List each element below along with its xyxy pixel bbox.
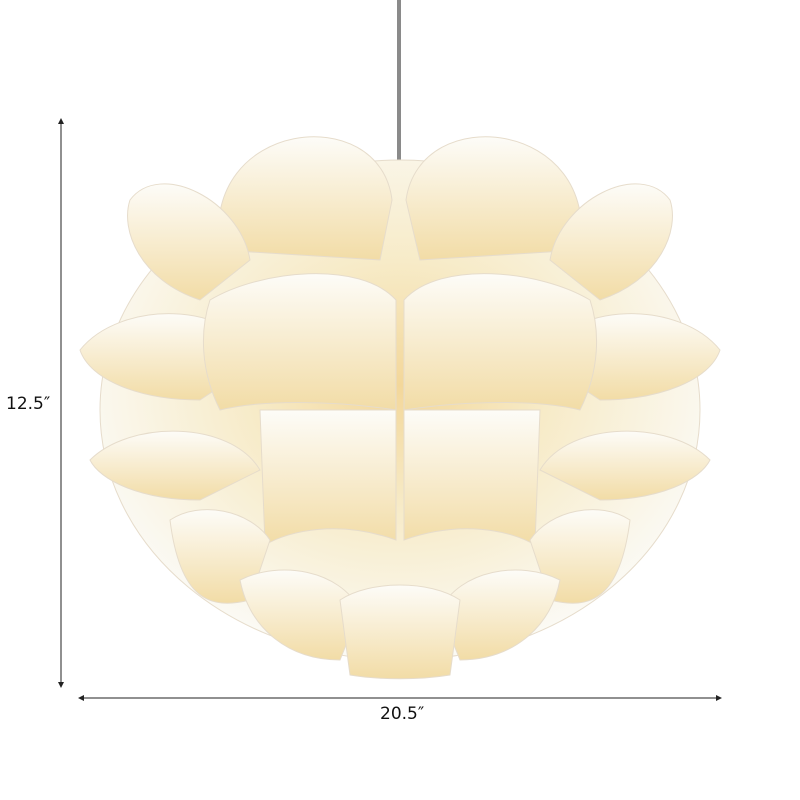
width-label: 20.5″ (380, 704, 425, 724)
lamp-shade (79, 136, 721, 680)
height-label: 12.5″ (6, 394, 51, 414)
